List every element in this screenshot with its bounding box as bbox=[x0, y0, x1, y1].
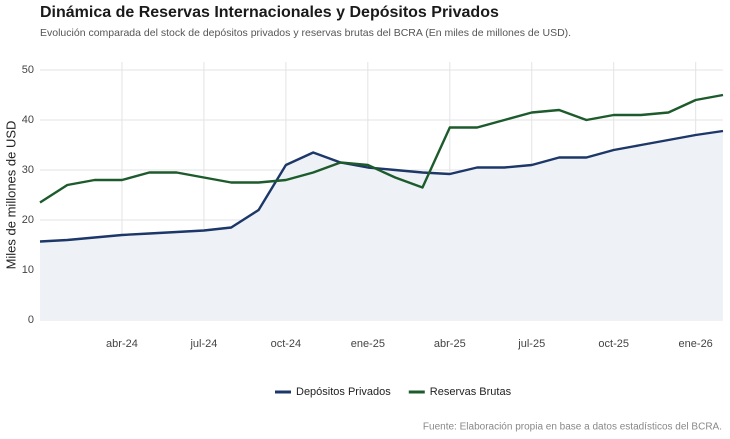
y-tick-label: 30 bbox=[22, 164, 34, 176]
x-tick-label: jul-24 bbox=[189, 338, 217, 350]
line bbox=[39, 93, 724, 204]
x-tick-label: ene-25 bbox=[351, 338, 385, 350]
x-tick-label: jul-25 bbox=[517, 338, 545, 350]
x-tick-label: ene-26 bbox=[679, 338, 713, 350]
x-tick-label: oct-25 bbox=[598, 338, 629, 350]
x-tick-label: abr-25 bbox=[434, 338, 466, 350]
y-tick-label: 0 bbox=[28, 314, 34, 326]
chart-subtitle: Evolución comparada del stock de depósit… bbox=[40, 27, 571, 39]
area bbox=[40, 131, 723, 320]
source-note: Fuente: Elaboración propia en base a dat… bbox=[423, 422, 722, 433]
y-axis-label: Miles de millones de USD bbox=[3, 121, 18, 270]
chart-title: Dinámica de Reservas Internacionales y D… bbox=[40, 4, 499, 21]
line bbox=[39, 129, 724, 243]
legend-label: Depósitos Privados bbox=[296, 386, 391, 398]
x-tick-label: abr-24 bbox=[106, 338, 138, 350]
x-tick-label: oct-24 bbox=[271, 338, 302, 350]
y-tick-label: 40 bbox=[22, 114, 34, 126]
y-tick-label: 20 bbox=[22, 214, 34, 226]
legend-label: Reservas Brutas bbox=[430, 386, 512, 398]
y-tick-label: 50 bbox=[22, 64, 34, 76]
y-tick-label: 10 bbox=[22, 264, 34, 276]
